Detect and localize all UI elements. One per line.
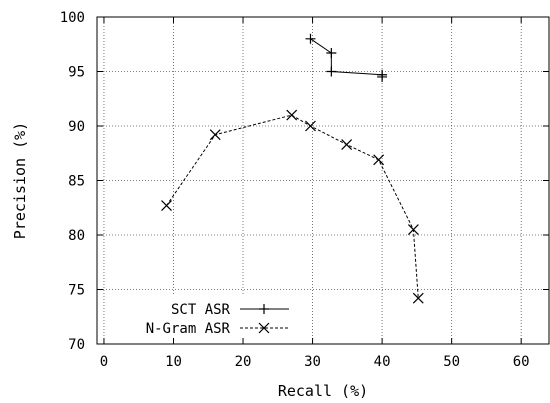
y-axis-label: Precision (%)	[11, 122, 29, 239]
y-tick-label: 90	[68, 119, 85, 135]
y-tick-label: 75	[68, 283, 85, 299]
series-layer	[161, 33, 424, 304]
grid	[97, 17, 549, 344]
x-tick-label: 20	[235, 354, 252, 370]
data-point	[341, 139, 353, 150]
series-n-gram-asr	[161, 109, 424, 304]
x-tick-label: 30	[304, 354, 321, 370]
x-tick-label: 40	[374, 354, 391, 370]
y-tick-label: 85	[68, 174, 85, 190]
ticks: 0 10 20 30 40 50 60 70 75 80 85 90 95 100	[60, 10, 549, 370]
y-tick-label: 80	[68, 228, 85, 244]
series-line	[166, 114, 419, 299]
x-axis-label: Recall (%)	[278, 382, 368, 400]
data-point	[377, 71, 388, 82]
data-point	[305, 33, 316, 44]
series-sct-asr	[305, 33, 388, 82]
legend: SCT ASR N-Gram ASR	[105, 296, 295, 338]
legend-marker-sample	[258, 322, 270, 334]
legend-background	[105, 296, 295, 338]
data-point	[326, 66, 337, 77]
y-tick-label: 100	[60, 10, 85, 26]
data-point	[161, 200, 172, 211]
legend-entry-sct-asr: SCT ASR	[171, 302, 231, 318]
data-point	[373, 154, 385, 166]
data-point	[326, 47, 337, 58]
x-tick-label: 10	[165, 354, 182, 370]
legend-entry-n-gram-asr: N-Gram ASR	[146, 321, 231, 337]
x-tick-label: 0	[100, 354, 108, 370]
y-tick-label: 70	[68, 337, 85, 353]
data-point	[286, 109, 298, 121]
x-tick-label: 60	[513, 354, 530, 370]
legend-marker-sample	[259, 304, 269, 314]
x-tick-label: 50	[443, 354, 460, 370]
data-point	[412, 292, 424, 304]
y-tick-label: 95	[68, 65, 85, 81]
data-point	[407, 224, 419, 235]
data-point	[209, 129, 221, 141]
data-point	[305, 120, 316, 132]
